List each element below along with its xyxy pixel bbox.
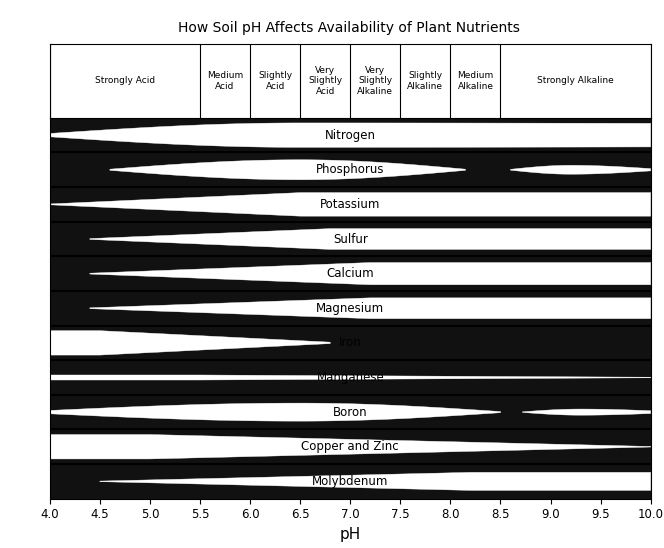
Polygon shape: [50, 123, 651, 147]
Polygon shape: [50, 435, 651, 459]
Polygon shape: [90, 262, 651, 285]
Polygon shape: [511, 165, 651, 174]
Polygon shape: [50, 375, 651, 380]
Text: Nitrogen: Nitrogen: [325, 129, 376, 141]
Polygon shape: [50, 403, 501, 421]
Polygon shape: [90, 298, 651, 318]
Polygon shape: [50, 192, 651, 216]
Text: Boron: Boron: [333, 406, 368, 419]
Text: Manganese: Manganese: [316, 371, 384, 384]
Text: Slightly
Alkaline: Slightly Alkaline: [408, 71, 444, 90]
Polygon shape: [523, 409, 651, 415]
Text: Medium
Alkaline: Medium Alkaline: [457, 71, 493, 90]
Text: Strongly Alkaline: Strongly Alkaline: [537, 76, 614, 85]
Text: Slightly
Acid: Slightly Acid: [258, 71, 292, 90]
X-axis label: pH: pH: [339, 527, 361, 542]
Text: Calcium: Calcium: [327, 267, 374, 280]
Text: Very
Slightly
Acid: Very Slightly Acid: [308, 66, 342, 96]
Polygon shape: [110, 160, 465, 180]
Text: How Soil pH Affects Availability of Plant Nutrients: How Soil pH Affects Availability of Plan…: [178, 21, 519, 35]
Text: Copper and Zinc: Copper and Zinc: [301, 440, 399, 453]
Polygon shape: [100, 472, 651, 490]
Text: Strongly Acid: Strongly Acid: [95, 76, 155, 85]
Text: Iron: Iron: [339, 336, 362, 350]
Text: Very
Slightly
Alkaline: Very Slightly Alkaline: [357, 66, 393, 96]
Text: Sulfur: Sulfur: [333, 232, 368, 246]
Text: Phosphorus: Phosphorus: [316, 163, 384, 176]
Text: Magnesium: Magnesium: [316, 302, 384, 315]
Polygon shape: [90, 229, 651, 249]
Text: Molybdenum: Molybdenum: [312, 475, 388, 488]
Text: Medium
Acid: Medium Acid: [207, 71, 243, 90]
Polygon shape: [50, 330, 330, 355]
Text: Potassium: Potassium: [320, 198, 380, 211]
